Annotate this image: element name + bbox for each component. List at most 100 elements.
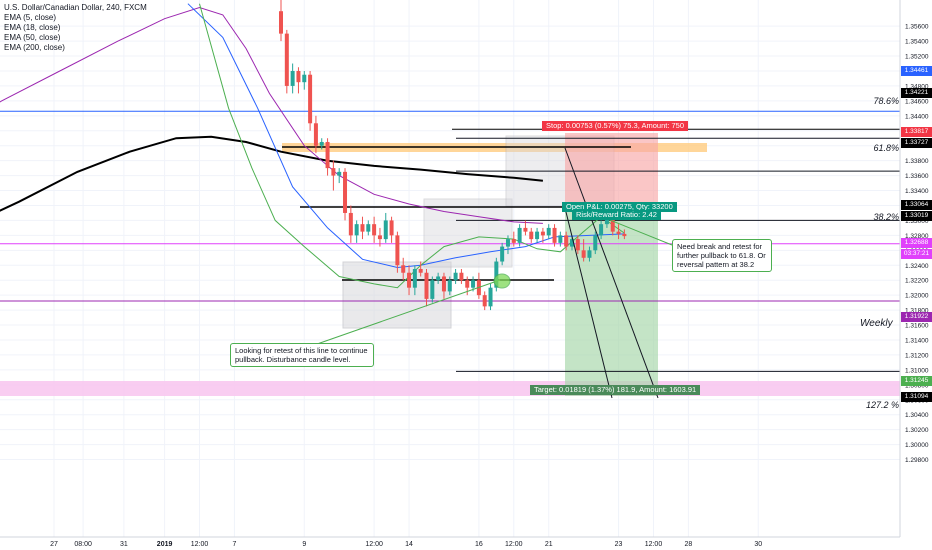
candle-body-18 bbox=[383, 220, 388, 240]
candle-body-42 bbox=[523, 227, 528, 232]
indicator-ema-50[interactable]: EMA (50, close) bbox=[4, 33, 61, 42]
x-tick-label-7: 9 bbox=[302, 541, 306, 548]
price-label-1-33019: 1.33019 bbox=[901, 211, 932, 221]
risk-reward-label[interactable]: Risk/Reward Ratio: 2.42 bbox=[572, 210, 661, 220]
candle-body-31 bbox=[459, 272, 464, 281]
fib-label-78-6: 78.6% bbox=[873, 96, 899, 106]
candle-body-41 bbox=[517, 227, 522, 243]
x-tick-label-10: 16 bbox=[475, 541, 483, 548]
candle-body-53 bbox=[587, 250, 592, 258]
countdown-label: 03:37:21 bbox=[901, 249, 932, 259]
candle-body-1 bbox=[284, 33, 289, 86]
indicator-ema-200[interactable]: EMA (200, close) bbox=[4, 43, 65, 52]
x-tick-label-8: 12:00 bbox=[365, 541, 383, 548]
candle-body-49 bbox=[564, 235, 569, 247]
time-axis[interactable]: 242708:0031201912:007912:00141612:002123… bbox=[0, 536, 900, 548]
indicator-ema-5[interactable]: EMA (5, close) bbox=[4, 13, 57, 22]
candle-body-25 bbox=[424, 272, 429, 299]
candle-body-36 bbox=[488, 287, 493, 307]
candle-body-35 bbox=[482, 295, 487, 307]
long-short-position-tool[interactable] bbox=[565, 133, 658, 396]
y-tick-label-1: 1.35400 bbox=[905, 39, 929, 46]
y-tick-label-4: 1.34800 bbox=[905, 83, 929, 90]
candle-body-55 bbox=[599, 224, 604, 236]
candle-body-48 bbox=[558, 235, 563, 243]
fib-label-61-8: 61.8% bbox=[873, 143, 899, 153]
candle-body-3 bbox=[296, 70, 301, 83]
candle-body-2 bbox=[290, 70, 295, 86]
y-tick-label-22: 1.31200 bbox=[905, 352, 929, 359]
candle-body-39 bbox=[505, 239, 510, 247]
candle-body-21 bbox=[401, 265, 406, 273]
y-tick-label-23: 1.31000 bbox=[905, 367, 929, 374]
ema-line-0 bbox=[0, 135, 544, 212]
price-label-1-31094: 1.31094 bbox=[901, 392, 932, 402]
x-tick-label-13: 23 bbox=[615, 541, 623, 548]
candle-body-46 bbox=[546, 227, 551, 236]
candle-body-15 bbox=[366, 224, 371, 232]
candle-body-38 bbox=[500, 246, 505, 262]
y-tick-label-11: 1.33400 bbox=[905, 188, 929, 195]
candle-body-5 bbox=[308, 74, 313, 124]
candle-body-50 bbox=[570, 239, 574, 247]
x-tick-label-1: 27 bbox=[50, 541, 58, 548]
candle-body-26 bbox=[430, 280, 435, 299]
fib-label-127-2: 127.2 % bbox=[865, 400, 899, 410]
note-left[interactable]: Looking for retest of this line to conti… bbox=[230, 343, 374, 367]
price-axis[interactable]: 1.356001.354001.352001.350001.348001.346… bbox=[899, 0, 929, 537]
candle-body-0 bbox=[279, 11, 283, 34]
target-label[interactable]: Target: 0.01819 (1.37%) 181.9, Amount: 1… bbox=[530, 385, 701, 395]
x-tick-label-2: 08:00 bbox=[74, 541, 92, 548]
price-label-1-33727: 1.33727 bbox=[901, 138, 932, 148]
x-tick-label-16: 30 bbox=[754, 541, 762, 548]
candle-body-4 bbox=[302, 74, 307, 83]
candle-body-20 bbox=[395, 235, 400, 266]
candle-body-37 bbox=[494, 261, 499, 288]
candle-body-6 bbox=[313, 123, 318, 146]
candle-body-16 bbox=[372, 224, 377, 236]
trend-drawings[interactable] bbox=[299, 147, 673, 399]
candle-body-23 bbox=[412, 269, 417, 288]
x-tick-label-15: 28 bbox=[685, 541, 693, 548]
candle-body-54 bbox=[593, 235, 598, 251]
candle-body-12 bbox=[348, 212, 353, 236]
candle-body-45 bbox=[540, 231, 545, 236]
candle-body-44 bbox=[535, 231, 540, 240]
entry-label[interactable]: Open P&L: 0.00275, Qty: 33200 bbox=[562, 202, 677, 212]
fib-label-38-2: 38.2% bbox=[873, 212, 899, 222]
chart-legend: U.S. Dollar/Canadian Dollar, 240, FXCM E… bbox=[4, 3, 147, 53]
x-tick-label-6: 7 bbox=[232, 541, 236, 548]
y-tick-label-18: 1.32000 bbox=[905, 293, 929, 300]
candle-body-24 bbox=[418, 269, 423, 273]
note-right[interactable]: Need break and retest for further pullba… bbox=[672, 239, 772, 272]
y-tick-label-19: 1.31800 bbox=[905, 308, 929, 315]
y-tick-label-10: 1.33600 bbox=[905, 173, 929, 180]
extension-band bbox=[0, 381, 900, 396]
retest-marker bbox=[493, 273, 511, 289]
price-label-1-32688: 1.32688 bbox=[901, 238, 932, 248]
weekly-label: Weekly bbox=[860, 318, 893, 329]
candle-body-27 bbox=[436, 276, 441, 281]
y-tick-label-27: 1.30200 bbox=[905, 427, 929, 434]
y-tick-label-6: 1.34400 bbox=[905, 113, 929, 120]
x-tick-label-4: 2019 bbox=[157, 541, 173, 548]
stop-label[interactable]: Stop: 0.00753 (0.57%) 75.3, Amount: 750 bbox=[542, 121, 689, 131]
target-zone bbox=[565, 208, 658, 396]
x-tick-label-9: 14 bbox=[405, 541, 413, 548]
y-tick-label-16: 1.32400 bbox=[905, 263, 929, 270]
x-tick-label-5: 12:00 bbox=[191, 541, 209, 548]
y-tick-label-26: 1.30400 bbox=[905, 412, 929, 419]
y-tick-label-14: 1.32800 bbox=[905, 233, 929, 240]
candle-body-28 bbox=[441, 276, 446, 292]
symbol-title: U.S. Dollar/Canadian Dollar, 240, FXCM bbox=[4, 3, 147, 12]
note-leader-left bbox=[299, 279, 501, 351]
candle-body-52 bbox=[581, 250, 586, 258]
price-label-1-31245: 1.31245 bbox=[901, 376, 932, 386]
candle-body-29 bbox=[447, 280, 452, 292]
candle-body-19 bbox=[389, 220, 394, 236]
candle-body-10 bbox=[337, 171, 342, 176]
y-tick-label-0: 1.35600 bbox=[905, 24, 929, 31]
candle-body-17 bbox=[377, 235, 382, 240]
indicator-ema-18[interactable]: EMA (18, close) bbox=[4, 23, 61, 32]
